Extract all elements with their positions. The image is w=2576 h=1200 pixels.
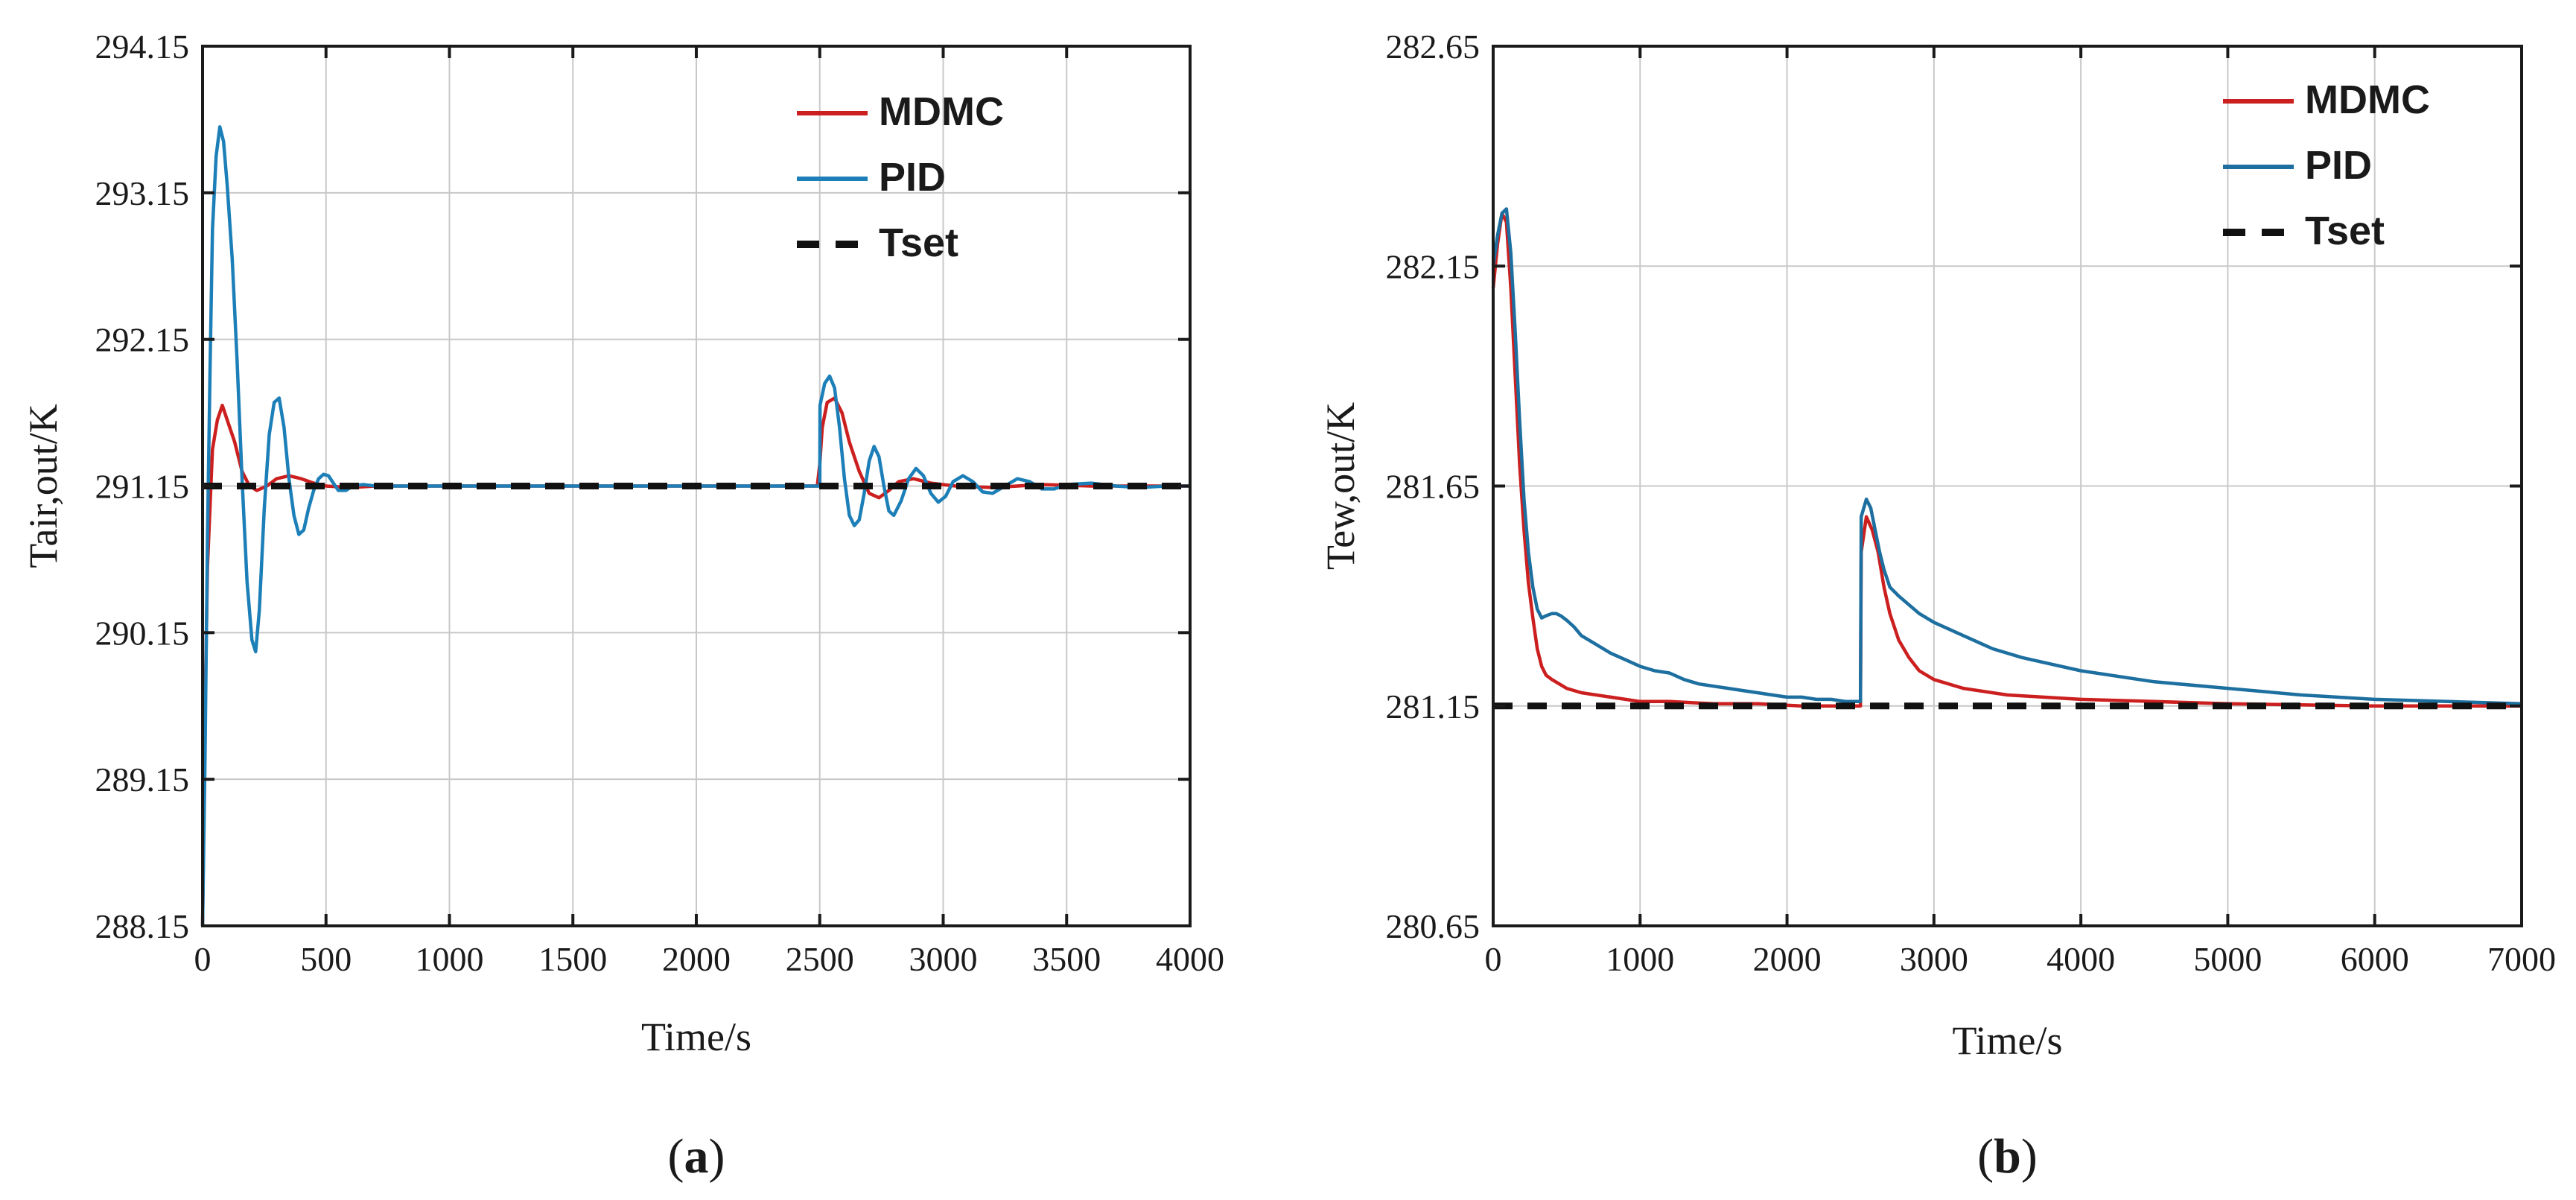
legend-label-tset: Tset <box>2305 209 2385 253</box>
chart-panel-b: 0 1000 2000 3000 4000 5000 6000 7000 280.65 281.1… <box>1318 28 2556 1184</box>
y-tick-label: 280.65 <box>1386 907 1481 945</box>
y-tick-label: 290.15 <box>95 614 190 652</box>
x-tick-label: 0 <box>194 940 212 978</box>
series-group-a <box>200 125 1190 927</box>
series-line-pid <box>200 125 1190 927</box>
y-tick-label: 294.15 <box>95 28 190 66</box>
x-tick-label: 500 <box>300 940 352 978</box>
x-tick-label: 7000 <box>2487 940 2556 978</box>
x-tick-label: 2500 <box>786 940 854 978</box>
x-tick-label: 1000 <box>416 940 484 978</box>
legend-b: MDMC PID Tset <box>2223 77 2430 253</box>
y-tick-label: 282.65 <box>1386 28 1481 66</box>
legend-label-mdmc: MDMC <box>879 89 1004 134</box>
x-tick-label: 3500 <box>1032 940 1101 978</box>
legend-label-pid: PID <box>879 155 946 200</box>
series-group-b <box>1491 207 2522 710</box>
y-tick-label: 293.15 <box>95 174 190 212</box>
x-tick-label: 5000 <box>2193 940 2262 978</box>
x-tick-label: 3000 <box>1900 940 1968 978</box>
x-axis-label-b: Time/s <box>1952 1018 2062 1063</box>
y-axis-label-a: Tair,out/K <box>21 404 66 568</box>
y-tick-label: 281.65 <box>1386 468 1481 506</box>
x-tick-label: 4000 <box>2047 940 2115 978</box>
x-tick-label: 4000 <box>1156 940 1224 978</box>
x-tick-label: 2000 <box>1753 940 1822 978</box>
legend-label-tset: Tset <box>879 220 958 265</box>
y-tick-label: 292.15 <box>95 321 190 359</box>
x-tick-label: 1500 <box>538 940 607 978</box>
series-line-pid <box>1491 207 2522 706</box>
x-tick-label: 0 <box>1485 940 1502 978</box>
legend-a: MDMC PID Tset <box>797 89 1004 265</box>
chart-panel-a: 0 500 1000 1500 2000 2500 3000 3500 4000 288.15 28… <box>21 28 1224 1184</box>
x-tick-label: 3000 <box>909 940 978 978</box>
y-tick-label: 281.15 <box>1386 688 1481 726</box>
ticks-a: 0 500 1000 1500 2000 2500 3000 3500 4000 288.15 28… <box>95 28 1225 978</box>
y-tick-label: 289.15 <box>95 761 190 799</box>
y-axis-label-b: Tew,out/K <box>1318 402 1363 570</box>
x-axis-label-a: Time/s <box>641 1015 751 1059</box>
y-tick-label: 288.15 <box>95 907 190 945</box>
y-tick-label: 291.15 <box>95 468 190 506</box>
x-tick-label: 2000 <box>662 940 731 978</box>
series-line-mdmc <box>1491 212 2522 708</box>
x-tick-label: 1000 <box>1606 940 1674 978</box>
panel-label-b: (b) <box>1977 1129 2038 1184</box>
ticks-b: 0 1000 2000 3000 4000 5000 6000 7000 280.65 281.1… <box>1386 28 2557 978</box>
y-tick-label: 282.15 <box>1386 247 1481 285</box>
legend-label-mdmc: MDMC <box>2305 77 2430 122</box>
legend-label-pid: PID <box>2305 143 2372 188</box>
panel-label-a: (a) <box>668 1129 725 1184</box>
x-tick-label: 6000 <box>2341 940 2409 978</box>
